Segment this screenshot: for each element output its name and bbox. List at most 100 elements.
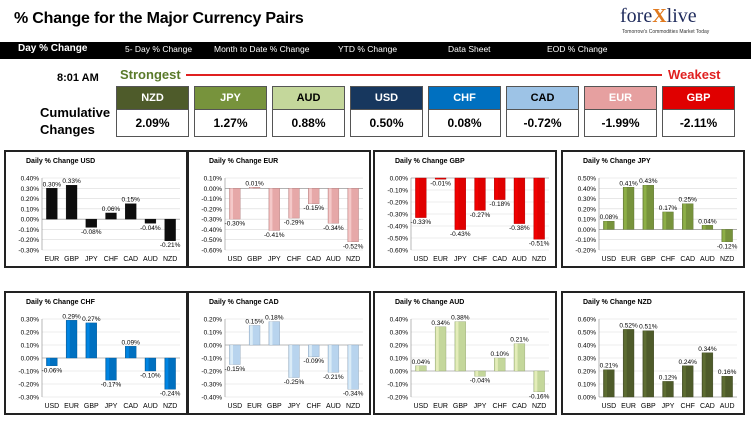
logo-wordmark: foreXlive [620, 5, 697, 27]
bar-chf [682, 365, 694, 398]
chart-panel-usd: Daily % Change USD -0.30% -0.20% -0.10% 0.0… [4, 150, 188, 268]
x-tick-label: NZD [532, 403, 546, 410]
y-tick-label: 0.00% [578, 227, 597, 234]
currency-box-gbp: GBP -2.11% [662, 86, 735, 137]
x-tick-label: NZD [532, 256, 546, 263]
y-tick-label: 0.40% [21, 176, 40, 183]
y-tick-label: 0.20% [578, 369, 597, 376]
bar-highlight [534, 371, 538, 392]
bar-eur [65, 320, 78, 359]
bar-usd [229, 344, 241, 365]
currency-code: JPY [195, 87, 266, 110]
bar-gbp [642, 330, 654, 398]
chart-svg: -0.20% -0.10% 0.00% 0.10% 0.20% 0.30% 0.40% 0.5… [575, 176, 737, 264]
data-label: -0.29% [284, 220, 305, 227]
tab-data-sheet[interactable]: Data Sheet [448, 44, 491, 54]
logo-tagline: Tomorrow's Commodities Market Today [622, 29, 710, 35]
bar-jpy [474, 370, 486, 377]
bar-highlight [514, 343, 518, 371]
bar-highlight [702, 352, 706, 397]
y-tick-label: 0.00% [204, 343, 223, 350]
data-label: -0.15% [225, 366, 246, 373]
tab-ytd-change[interactable]: YTD % Change [338, 44, 398, 54]
bar-cad [494, 177, 506, 200]
y-tick-label: 0.00% [390, 369, 409, 376]
nav-bar: Day % Change 5- Day % Change Month to Da… [0, 42, 751, 59]
x-tick-label: CAD [512, 403, 527, 410]
x-tick-label: AUD [326, 403, 341, 410]
bar-highlight [47, 188, 51, 220]
bar-highlight [604, 369, 608, 397]
data-label: -0.34% [343, 391, 364, 398]
bar-jpy [268, 188, 280, 231]
y-tick-label: 0.30% [578, 356, 597, 363]
data-label: -0.33% [411, 219, 432, 226]
bar-highlight [165, 358, 169, 390]
data-label: 0.04% [412, 359, 431, 366]
x-tick-label: JPY [454, 256, 467, 263]
bar-highlight [309, 188, 312, 204]
y-tick-label: -0.30% [201, 217, 222, 224]
bar-highlight [145, 219, 149, 224]
data-label: -0.09% [303, 358, 324, 365]
bar-eur [248, 325, 261, 346]
x-tick-label: AUD [720, 403, 735, 410]
data-label: -0.27% [470, 212, 491, 219]
x-tick-label: JPY [268, 256, 281, 263]
bar-jpy [288, 344, 300, 378]
x-tick-label: CHF [287, 256, 301, 263]
data-label: 0.33% [62, 178, 81, 185]
bar-eur [434, 326, 447, 372]
chart-panel-gbp: Daily % Change GBP -0.60% -0.50% -0.40% -0.… [373, 150, 557, 268]
bar-highlight [495, 178, 498, 200]
bar-highlight [416, 365, 420, 371]
bar-highlight [643, 185, 647, 230]
y-tick-label: -0.20% [18, 237, 39, 244]
bar-highlight [250, 187, 253, 189]
currency-cumulative-value: -0.72% [507, 110, 578, 136]
data-label: 0.04% [698, 218, 717, 225]
bar-usd [46, 357, 58, 366]
bar-chf [288, 188, 300, 219]
bar-highlight [165, 219, 169, 241]
data-label: -0.25% [284, 379, 305, 386]
tab-5-day-change[interactable]: 5- Day % Change [125, 44, 193, 54]
x-tick-label: USD [601, 403, 616, 410]
bar-highlight [126, 203, 129, 220]
tab-day-change[interactable]: Day % Change [18, 43, 88, 54]
bar-jpy [105, 357, 117, 381]
strongest-label: Strongest [120, 67, 181, 82]
strength-arrow-line [186, 74, 662, 76]
bar-highlight [455, 321, 459, 371]
bar-gbp [642, 185, 654, 230]
data-label: 0.21% [510, 337, 529, 344]
bar-eur [434, 177, 447, 180]
bar-nzd [533, 370, 545, 392]
data-label: -0.24% [160, 391, 181, 398]
x-tick-label: NZD [720, 256, 734, 263]
y-tick-label: -0.50% [201, 237, 222, 244]
x-tick-label: CHF [681, 403, 695, 410]
bar-highlight [86, 219, 90, 228]
x-tick-label: NZD [163, 256, 177, 263]
bar-highlight [663, 381, 667, 397]
data-label: 0.43% [639, 178, 658, 185]
tab-month-to-date[interactable]: Month to Date % Change [214, 44, 310, 54]
forexlive-logo[interactable]: foreXlive Tomorrow's Commodities Market … [620, 5, 740, 39]
data-label: 0.21% [600, 363, 619, 370]
data-label: 0.34% [698, 346, 717, 353]
y-tick-label: 0.20% [578, 206, 597, 213]
data-label: -0.43% [450, 231, 471, 238]
chart-svg: -0.30%-0.20%-0.10%0.00%0.10%0.20%0.30%0.… [18, 176, 180, 264]
bar-highlight [436, 178, 439, 180]
title-bar: % Change for the Major Currency Pairs fo… [0, 0, 751, 42]
bar-highlight [230, 188, 234, 220]
y-tick-label: 0.10% [21, 343, 40, 350]
data-label: -0.15% [303, 205, 324, 212]
bar-highlight [475, 371, 479, 377]
y-tick-label: -0.20% [575, 248, 596, 255]
x-tick-label: NZD [346, 256, 360, 263]
x-tick-label: JPY [85, 256, 98, 263]
tab-eod-change[interactable]: EOD % Change [547, 44, 608, 54]
bar-highlight [436, 326, 439, 371]
